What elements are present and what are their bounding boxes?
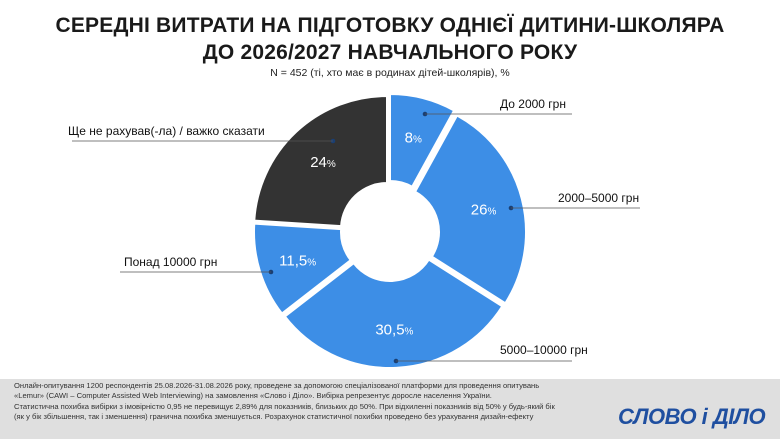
value-label-0: 8% <box>405 129 422 146</box>
value-number-1: 26 <box>471 202 488 219</box>
category-label-2: 5000–10000 грн <box>500 343 588 357</box>
footer-bar <box>0 379 780 439</box>
value-number-4: 24 <box>310 154 327 171</box>
callout-1: 2000–5000 грн <box>508 191 640 211</box>
chart-title: СЕРЕДНІ ВИТРАТИ НА ПІДГОТОВКУ ОДНІЄЇ ДИТ… <box>0 12 780 66</box>
value-label-4: 24% <box>310 154 336 171</box>
callout-0: До 2000 грн <box>422 97 572 117</box>
chart-subtitle: N = 452 (ті, хто має в родинах дітей-шко… <box>270 67 510 79</box>
slice-1: 26% <box>413 114 527 305</box>
note-line-2: «Lemur» (CAWI – Computer Assisted Web In… <box>14 391 492 401</box>
percent-sign-3: % <box>307 257 316 268</box>
category-label-3: Понад 10000 грн <box>124 255 217 269</box>
slice-2: 30,5% <box>283 258 504 369</box>
slice-4: 24% <box>253 94 388 228</box>
percent-sign-4: % <box>327 159 336 170</box>
percent-sign-1: % <box>487 207 496 218</box>
category-label-4: Ще не рахував(-ла) / важко сказати <box>68 124 265 138</box>
percent-sign-0: % <box>413 134 422 145</box>
category-label-0: До 2000 грн <box>500 97 566 111</box>
slice-arc-4 <box>253 94 388 228</box>
slice-arc-0 <box>389 92 456 189</box>
slice-0: 8% <box>389 92 456 189</box>
category-label-1: 2000–5000 грн <box>558 191 639 205</box>
value-number-3: 11,5 <box>279 252 307 269</box>
chart-title-line2: ДО 2026/2027 НАВЧАЛЬНОГО РОКУ <box>202 41 578 64</box>
brand-logo: СЛОВО і ДІЛО <box>618 404 766 429</box>
callout-3: Понад 10000 грн <box>120 255 274 275</box>
percent-sign-2: % <box>405 326 414 337</box>
callout-2: 5000–10000 грн <box>393 343 588 364</box>
value-number-2: 30,5 <box>375 321 404 338</box>
callout-4: Ще не рахував(-ла) / важко сказати <box>68 124 336 144</box>
value-label-3: 11,5% <box>279 252 316 269</box>
slice-arc-3 <box>253 222 353 315</box>
note-line-3: Статистична похибка вибірки з імовірніст… <box>14 401 555 411</box>
value-label-2: 30,5% <box>375 321 413 338</box>
slice-arc-1 <box>413 114 527 305</box>
slice-arc-2 <box>283 258 504 369</box>
chart-title-line1: СЕРЕДНІ ВИТРАТИ НА ПІДГОТОВКУ ОДНІЄЇ ДИТ… <box>55 14 725 37</box>
methodology-note: Онлайн-опитування 1200 респондентів 25.0… <box>14 381 574 423</box>
value-number-0: 8 <box>405 129 413 146</box>
note-line-4: (як у бік збільшення, так і зменшення) г… <box>14 412 534 422</box>
value-label-1: 26% <box>471 202 497 219</box>
note-line-1: Онлайн-опитування 1200 респондентів 25.0… <box>14 381 540 390</box>
slice-3: 11,5% <box>253 222 353 315</box>
